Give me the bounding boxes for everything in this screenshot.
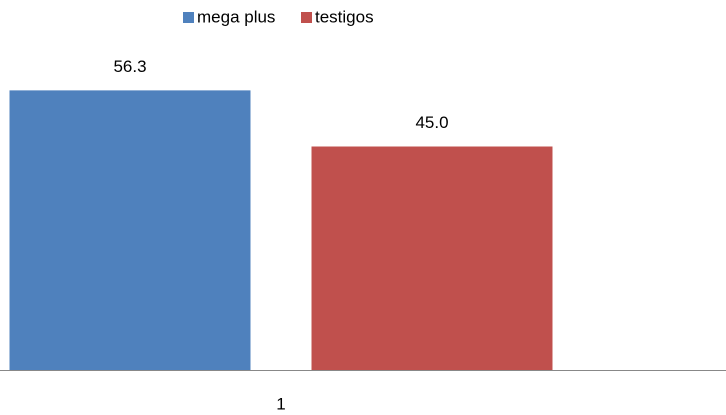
legend-label: testigos [315,7,374,26]
legend-swatch [183,12,194,23]
value-label: 56.3 [113,57,146,76]
bar [311,146,553,370]
legend-swatch [301,12,312,23]
x-tick-label: 1 [276,394,285,413]
bar [9,90,251,371]
legend-label: mega plus [197,7,275,26]
value-label: 45.0 [415,113,448,132]
